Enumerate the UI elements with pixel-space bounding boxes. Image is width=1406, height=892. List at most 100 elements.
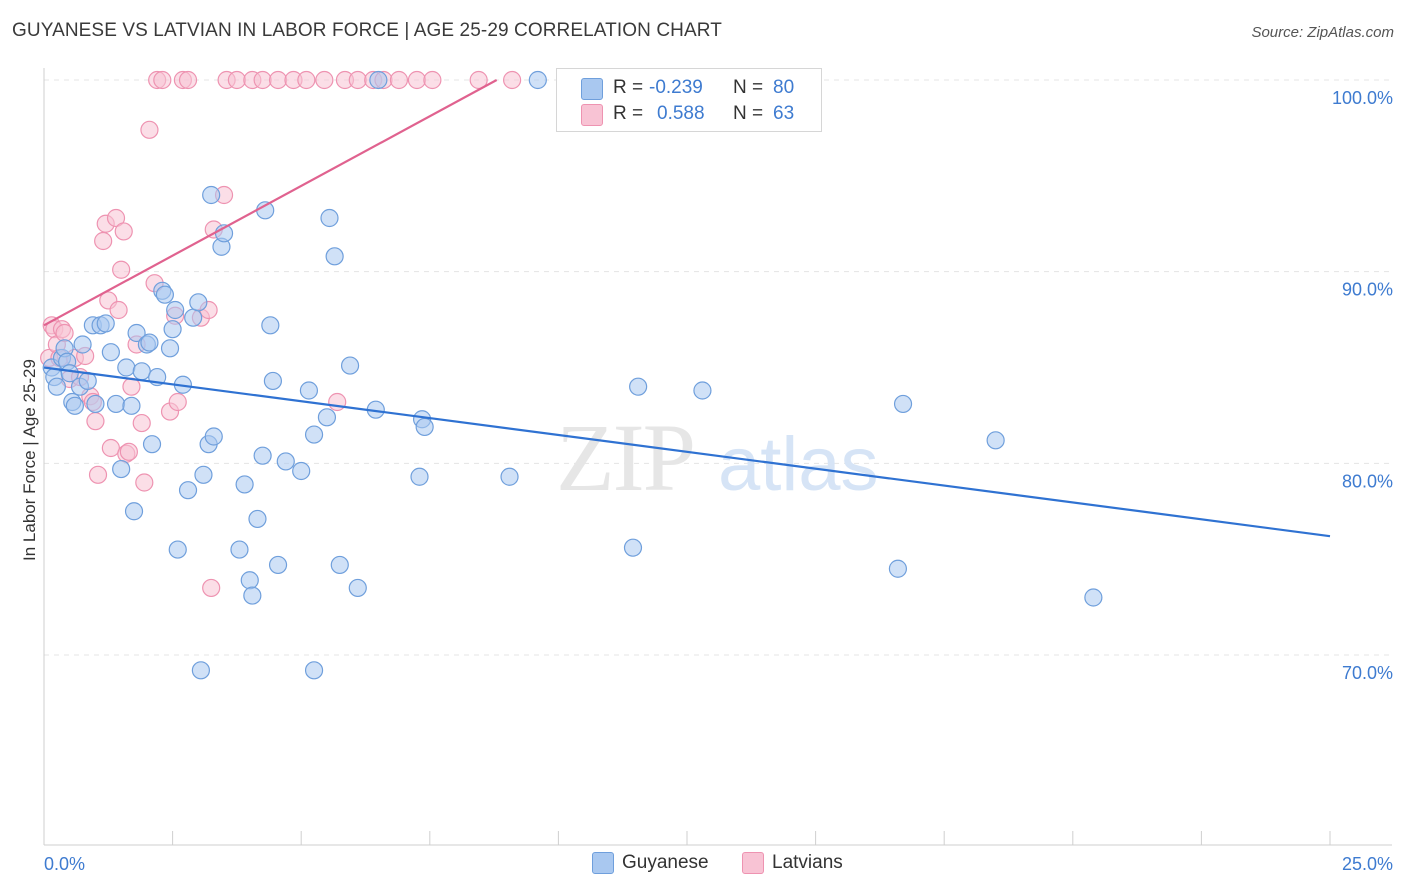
gridlines xyxy=(44,79,1392,656)
latvian-point xyxy=(315,70,334,90)
guyanese-point xyxy=(299,381,319,400)
legend-swatch-latvian xyxy=(581,104,603,126)
latvian-point xyxy=(178,70,198,90)
legend-r-value: -0.239 xyxy=(649,77,703,98)
guyanese-point xyxy=(204,427,223,446)
latvian-point xyxy=(112,260,131,279)
bottom-legend-swatch-latvian xyxy=(742,852,764,874)
guyanese-point xyxy=(124,502,144,521)
latvian-point xyxy=(109,300,128,320)
guyanese-point xyxy=(168,540,187,559)
guyanese-point xyxy=(340,356,360,375)
guyanese-point xyxy=(986,431,1005,450)
legend-n-label: N = xyxy=(733,77,764,98)
guyanese-point xyxy=(160,339,180,358)
latvian-point xyxy=(101,438,120,458)
guyanese-point xyxy=(155,285,174,304)
latvian-point xyxy=(153,70,172,90)
y-tick-label: 100.0% xyxy=(1332,88,1393,108)
guyanese-point xyxy=(243,586,262,605)
latvian-point xyxy=(119,442,138,461)
guyanese-point xyxy=(101,343,120,362)
guyanese-point xyxy=(178,481,198,500)
latvian-point xyxy=(407,70,427,90)
guyanese-trend-line xyxy=(43,366,1331,538)
guyanese-point xyxy=(166,300,185,320)
guyanese-point xyxy=(60,364,79,383)
guyanese-point xyxy=(292,461,311,481)
guyanese-point xyxy=(202,185,221,205)
legend-row-latvian: R = 0.588 N = 63 xyxy=(557,101,821,127)
guyanese-point xyxy=(369,70,388,90)
guyanese-point xyxy=(248,509,267,529)
y-tick-label: 80.0% xyxy=(1342,471,1393,491)
guyanese-point xyxy=(194,465,213,484)
guyanese-point xyxy=(330,555,349,575)
latvian-point xyxy=(55,323,74,343)
latvian-point xyxy=(328,392,347,412)
guyanese-point xyxy=(106,394,126,414)
guyanese-point xyxy=(888,559,908,578)
guyanese-point xyxy=(317,408,337,427)
source-note: Source: ZipAtlas.com xyxy=(1251,24,1394,41)
guyanese-point xyxy=(261,316,280,335)
guyanese-point xyxy=(693,381,712,400)
guyanese-point xyxy=(112,459,131,479)
guyanese-point xyxy=(276,452,295,471)
guyanese-point xyxy=(320,208,339,228)
latvian-point xyxy=(88,465,108,484)
latvian-point xyxy=(297,70,316,90)
guyanese-point xyxy=(96,314,115,333)
latvian-trend-line xyxy=(43,79,498,327)
guyanese-point xyxy=(132,362,151,381)
guyanese-point xyxy=(235,475,254,494)
guyanese-point xyxy=(73,335,92,354)
trend-lines xyxy=(43,79,1331,538)
chart-title: GUYANESE VS LATVIAN IN LABOR FORCE | AGE… xyxy=(12,20,722,41)
guyanese-point xyxy=(47,377,66,396)
legend-swatch-guyanese xyxy=(581,78,603,100)
guyanese-point xyxy=(415,417,434,437)
legend-r-label: R = xyxy=(613,103,644,124)
latvian-point xyxy=(348,70,367,90)
latvian-point xyxy=(202,578,221,598)
guyanese-point xyxy=(304,661,324,680)
latvian-point xyxy=(94,231,113,251)
guyanese-point xyxy=(230,540,249,559)
guyanese-point xyxy=(140,333,159,352)
watermark-zip: ZIP xyxy=(556,404,694,511)
guyanese-point xyxy=(240,571,259,590)
legend-n-value: 80 xyxy=(773,77,795,98)
y-tick-label: 90.0% xyxy=(1342,280,1393,300)
bottom-legend-latvian: Latvians xyxy=(772,852,843,873)
latvian-point xyxy=(86,412,105,431)
latvian-point xyxy=(140,120,159,139)
guyanese-point xyxy=(268,555,288,575)
legend-r-value: 0.588 xyxy=(657,103,705,124)
guyanese-point xyxy=(348,578,367,598)
latvian-point xyxy=(132,413,151,433)
tick-labels: 70.0% 80.0% 90.0% 100.0% 0.0% 25.0% xyxy=(44,88,1393,874)
latvian-point xyxy=(503,70,522,90)
guyanese-point xyxy=(304,425,324,444)
latvian-point xyxy=(469,70,488,90)
latvian-point xyxy=(423,70,442,90)
guyanese-point xyxy=(184,308,203,327)
guyanese-point xyxy=(410,467,429,486)
guyanese-point xyxy=(1084,588,1103,607)
latvian-point xyxy=(227,70,246,90)
guyanese-point xyxy=(253,446,272,465)
stats-legend: R = -0.239 N = 80 R = 0.588 N = 63 xyxy=(556,68,822,132)
guyanese-point xyxy=(528,70,547,90)
guyanese-point xyxy=(325,247,344,266)
guyanese-point xyxy=(189,293,208,312)
latvian-point xyxy=(389,70,409,90)
latvian-point xyxy=(114,222,133,241)
guyanese-point xyxy=(142,435,162,454)
guyanese-point xyxy=(86,394,105,414)
guyanese-point xyxy=(117,358,136,377)
guyanese-point xyxy=(629,377,648,396)
latvian-point xyxy=(135,473,154,492)
legend-r-label: R = xyxy=(613,77,644,98)
